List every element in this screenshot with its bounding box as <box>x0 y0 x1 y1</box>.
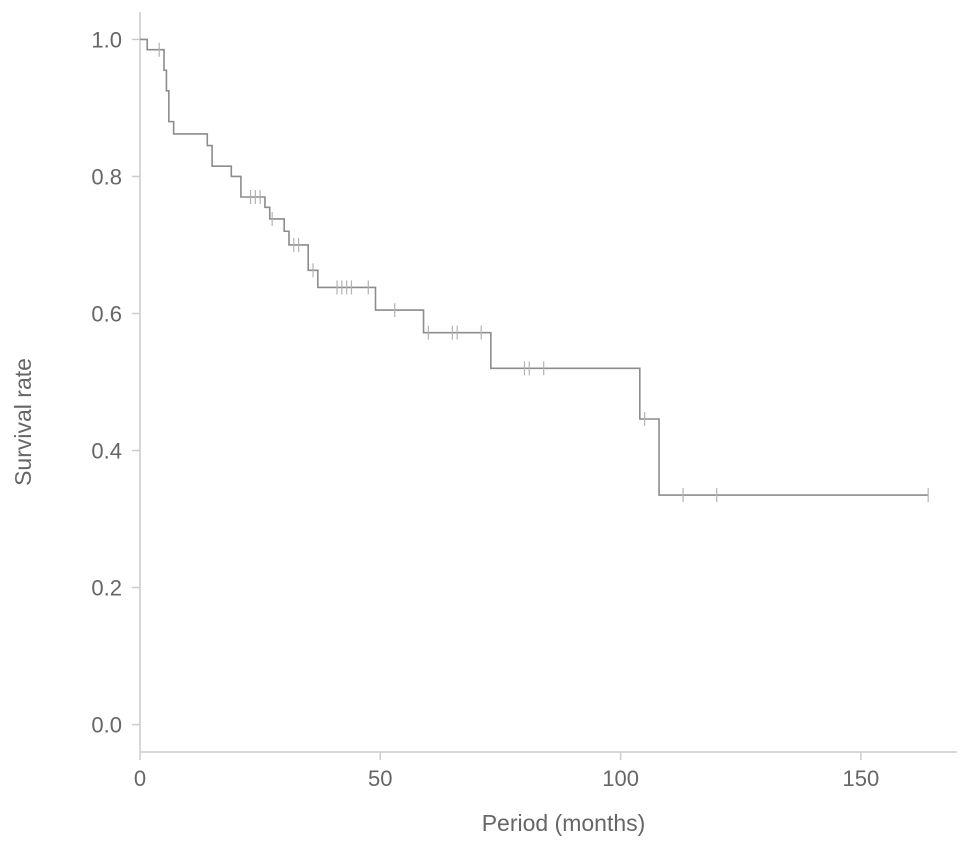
x-tick-label: 150 <box>843 766 880 791</box>
y-axis-label: Survival rate <box>10 358 36 486</box>
x-ticks: 0 50 100 150 <box>134 752 879 791</box>
y-tick-label: 0.2 <box>91 576 122 601</box>
y-tick-label: 0.4 <box>91 439 122 464</box>
x-tick-label: 100 <box>602 766 639 791</box>
x-axis-label: Period (months) <box>482 810 646 836</box>
y-tick-label: 0.0 <box>91 713 122 738</box>
survival-curve <box>140 38 929 496</box>
survival-curve-group <box>140 38 929 496</box>
axes: 0 50 100 150 0.0 0.2 0.4 0.6 0.8 1.0 <box>91 12 957 791</box>
x-tick-label: 50 <box>368 766 392 791</box>
y-tick-label: 1.0 <box>91 27 122 52</box>
y-tick-label: 0.6 <box>91 301 122 326</box>
y-tick-label: 0.8 <box>91 164 122 189</box>
y-ticks: 0.0 0.2 0.4 0.6 0.8 1.0 <box>91 27 140 738</box>
censor-marks <box>158 42 929 503</box>
x-tick-label: 0 <box>134 766 146 791</box>
